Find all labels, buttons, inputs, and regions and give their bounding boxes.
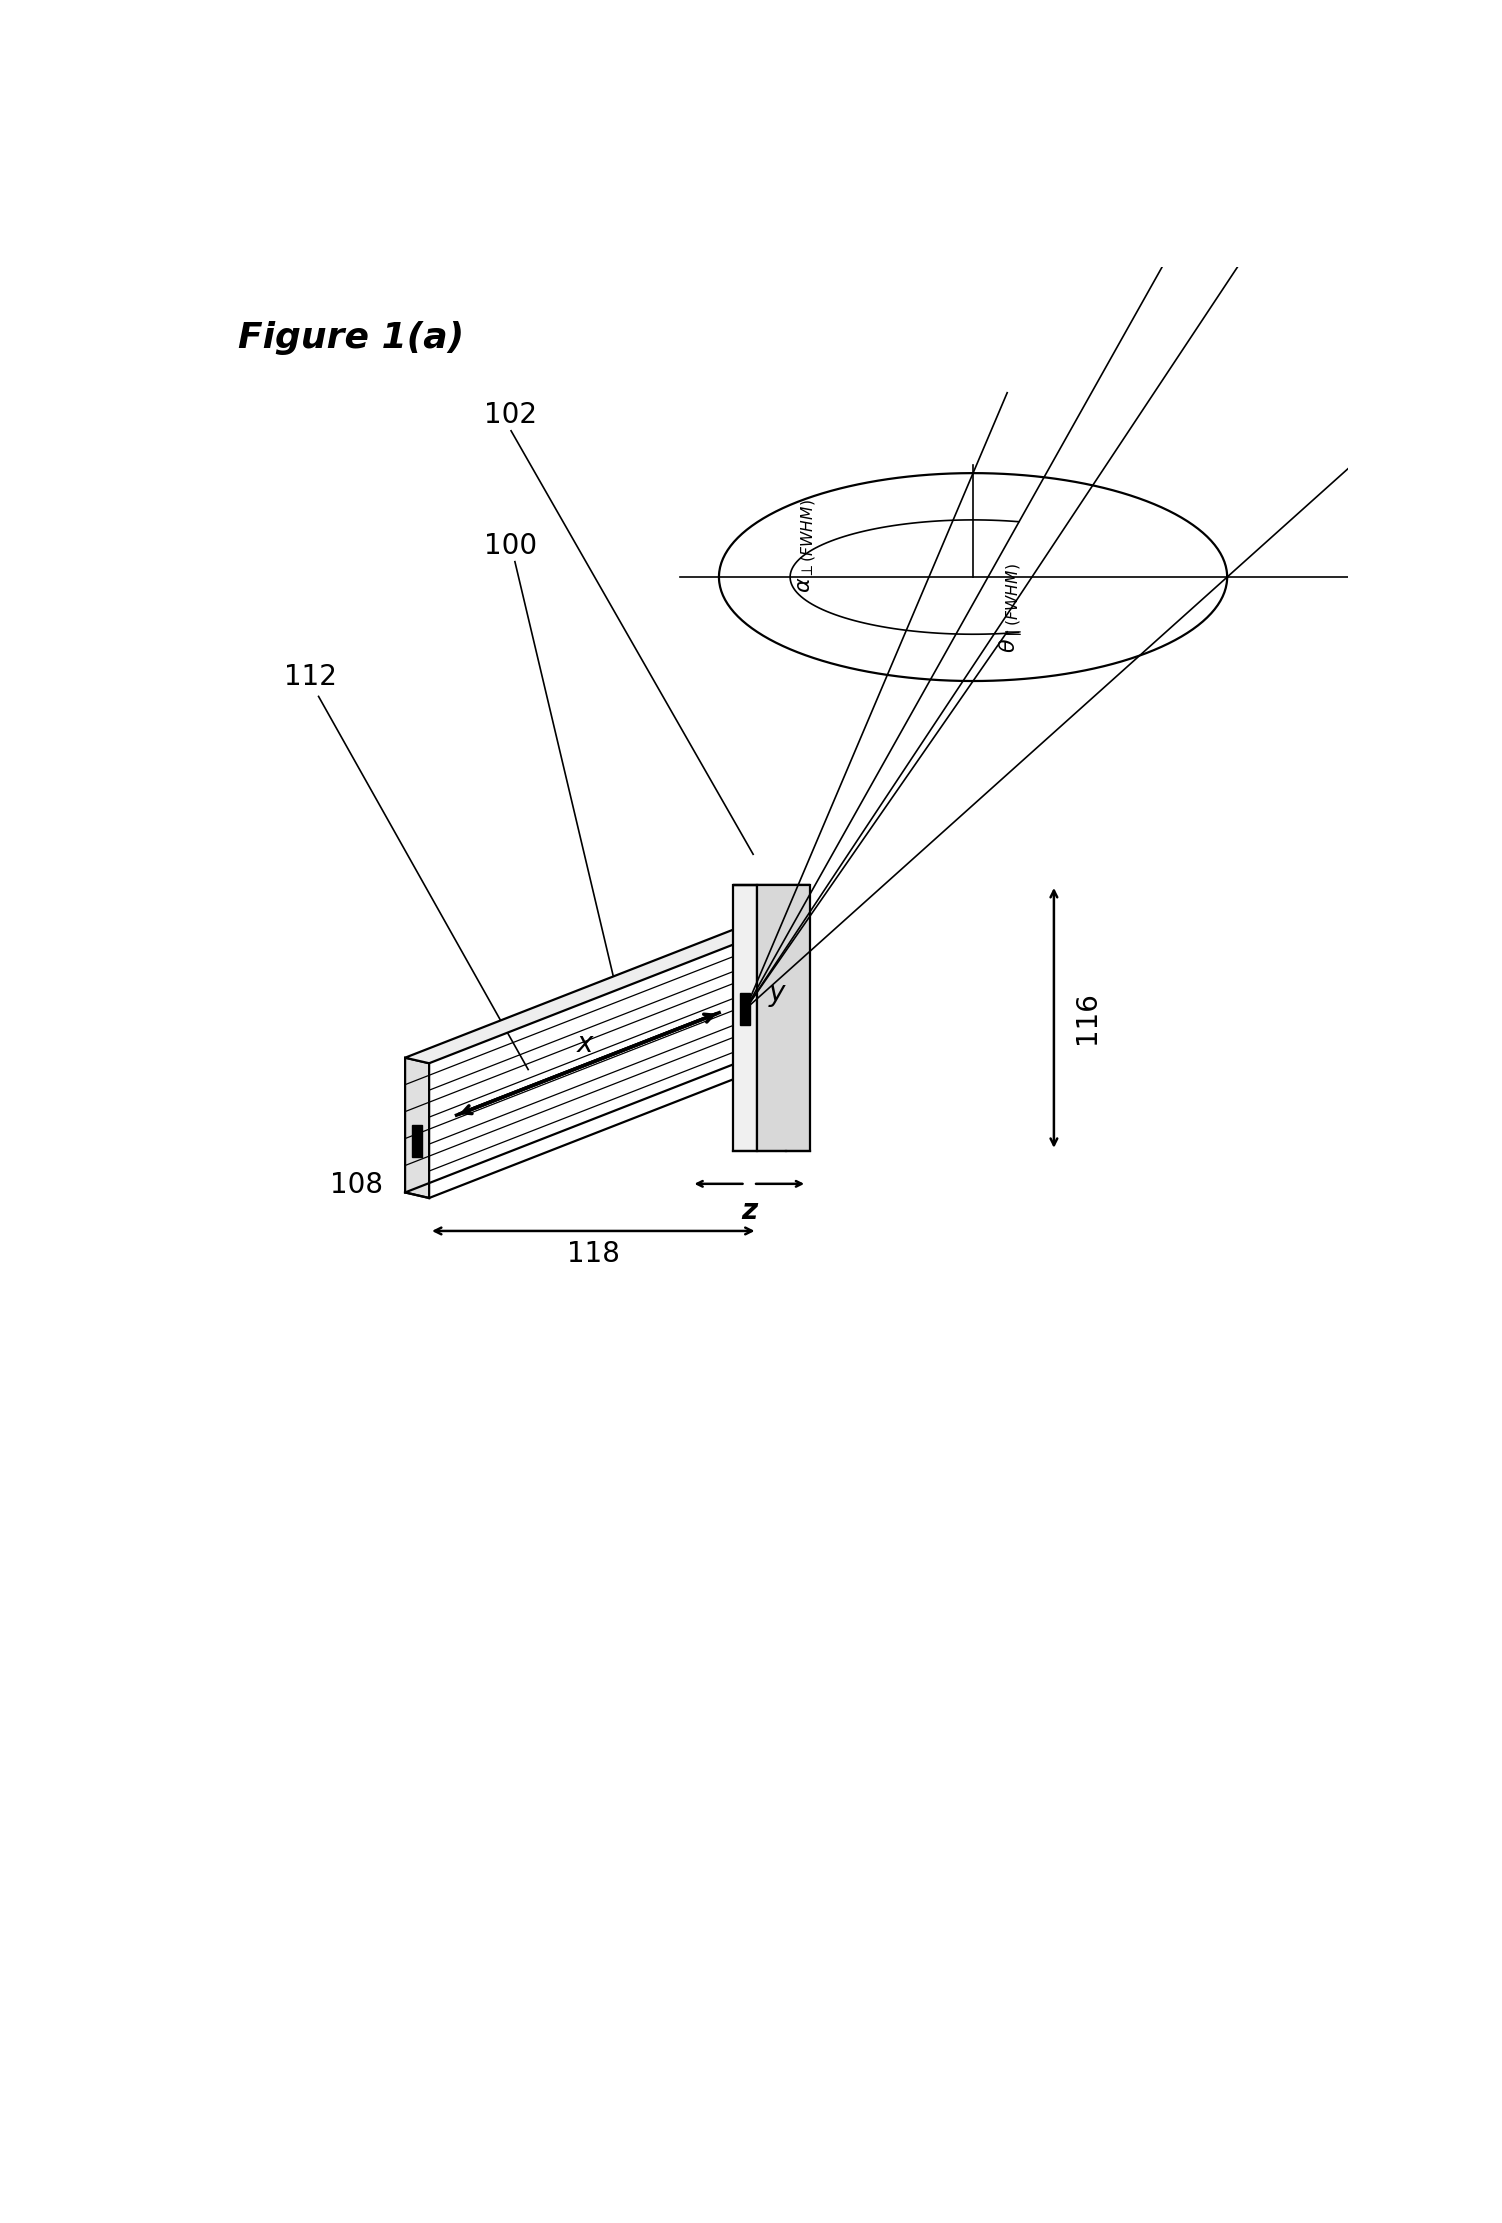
Polygon shape: [757, 885, 810, 1152]
Text: 112: 112: [284, 662, 336, 691]
Text: $\alpha_{\perp(FWHM)}$: $\alpha_{\perp(FWHM)}$: [796, 500, 819, 594]
Text: Figure 1(a): Figure 1(a): [237, 322, 464, 356]
Text: 118: 118: [566, 1240, 620, 1267]
Text: y: y: [769, 980, 786, 1007]
Text: 102: 102: [484, 400, 538, 429]
Polygon shape: [733, 929, 757, 1069]
Bar: [412, 1125, 422, 1158]
Text: z: z: [740, 1196, 757, 1225]
Text: 108: 108: [330, 1172, 383, 1198]
Bar: [740, 994, 751, 1025]
Text: 100: 100: [484, 531, 538, 560]
Text: x: x: [577, 1029, 593, 1058]
Text: $\theta_{\parallel(FWHM)}$: $\theta_{\parallel(FWHM)}$: [997, 562, 1026, 654]
Polygon shape: [406, 1058, 430, 1198]
Polygon shape: [406, 929, 757, 1063]
Polygon shape: [733, 885, 757, 1152]
Text: 116: 116: [1072, 991, 1101, 1045]
